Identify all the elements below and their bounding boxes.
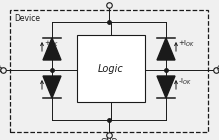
Bar [10,10,208,132]
Text: +I$_{IK}$: +I$_{IK}$ [44,39,59,49]
Text: V$_{CC}$: V$_{CC}$ [102,0,116,2]
Text: Logic: Logic [98,64,124,74]
Polygon shape [43,38,61,60]
Text: -I$_{IK}$: -I$_{IK}$ [44,77,56,87]
Text: Output: Output [217,66,219,74]
Polygon shape [43,76,61,98]
Text: Device: Device [14,14,40,23]
Text: -I$_{OK}$: -I$_{OK}$ [178,77,192,87]
Text: +I$_{OK}$: +I$_{OK}$ [178,39,195,49]
Bar [77,35,145,102]
Polygon shape [157,76,175,98]
Polygon shape [157,38,175,60]
Text: Input: Input [0,66,2,74]
Text: GND: GND [100,138,118,140]
